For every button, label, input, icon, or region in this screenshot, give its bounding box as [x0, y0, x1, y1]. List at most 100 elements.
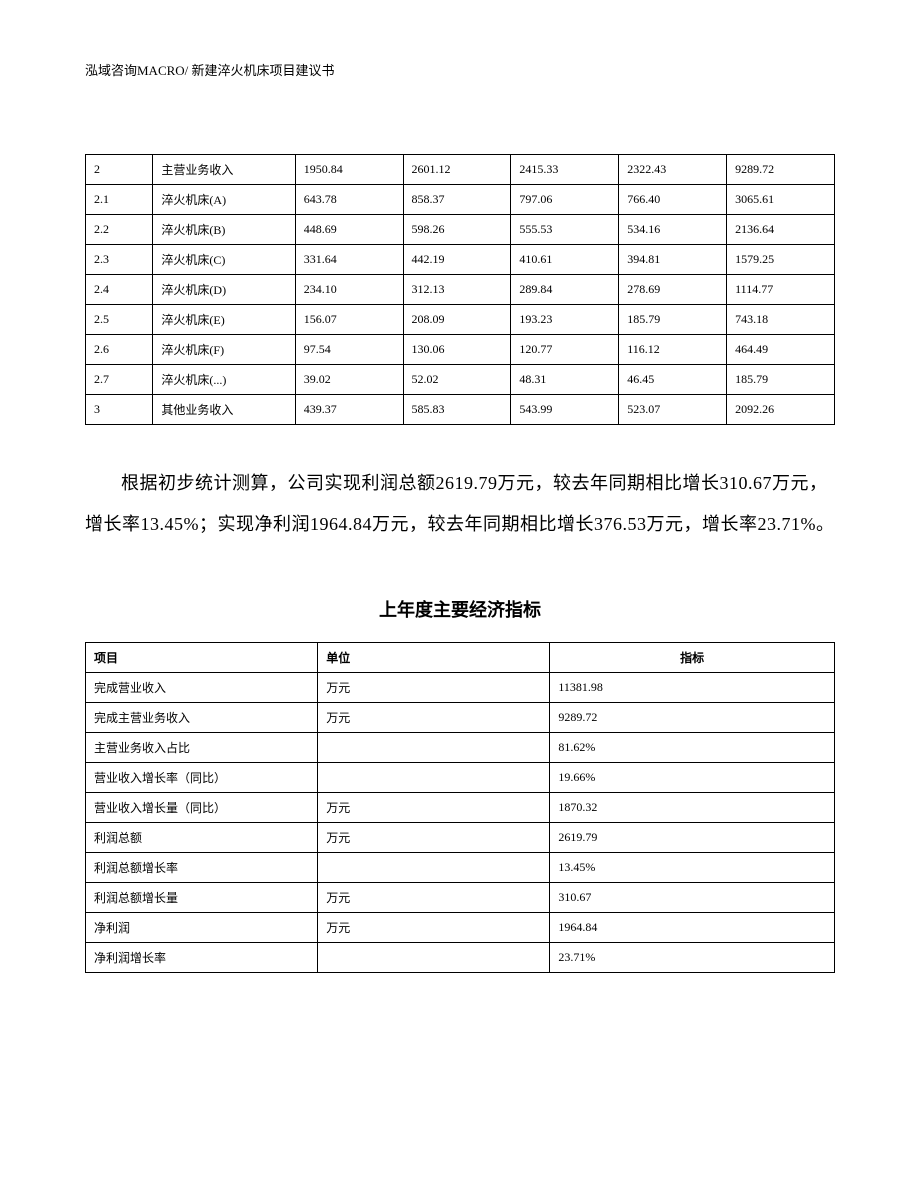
table-cell: 淬火机床(...)	[153, 365, 295, 395]
table-cell: 120.77	[511, 335, 619, 365]
table-row: 2.6 淬火机床(F) 97.54 130.06 120.77 116.12 4…	[86, 335, 835, 365]
table-cell: 289.84	[511, 275, 619, 305]
table-cell: 9289.72	[727, 155, 835, 185]
table-cell: 585.83	[403, 395, 511, 425]
table-cell	[318, 762, 550, 792]
table-cell: 766.40	[619, 185, 727, 215]
table-cell	[318, 942, 550, 972]
table-cell: 312.13	[403, 275, 511, 305]
table-cell: 598.26	[403, 215, 511, 245]
table-cell: 2	[86, 155, 153, 185]
table-cell: 1964.84	[550, 912, 835, 942]
table-cell: 9289.72	[550, 702, 835, 732]
table-cell: 万元	[318, 672, 550, 702]
table-cell: 543.99	[511, 395, 619, 425]
table-cell: 278.69	[619, 275, 727, 305]
table-row: 完成营业收入 万元 11381.98	[86, 672, 835, 702]
table-cell: 2.7	[86, 365, 153, 395]
table-cell: 主营业务收入	[153, 155, 295, 185]
table-cell: 208.09	[403, 305, 511, 335]
table-cell: 185.79	[727, 365, 835, 395]
table-cell: 2092.26	[727, 395, 835, 425]
table-row: 3 其他业务收入 439.37 585.83 543.99 523.07 209…	[86, 395, 835, 425]
table-cell: 1950.84	[295, 155, 403, 185]
table-row: 2.5 淬火机床(E) 156.07 208.09 193.23 185.79 …	[86, 305, 835, 335]
table-cell: 19.66%	[550, 762, 835, 792]
table-row: 主营业务收入占比 81.62%	[86, 732, 835, 762]
table-cell: 营业收入增长率（同比）	[86, 762, 318, 792]
table-cell: 2136.64	[727, 215, 835, 245]
table-cell: 11381.98	[550, 672, 835, 702]
page-header: 泓域咨询MACRO/ 新建淬火机床项目建议书	[85, 60, 835, 79]
table-cell: 331.64	[295, 245, 403, 275]
table-cell: 1114.77	[727, 275, 835, 305]
revenue-breakdown-table: 2 主营业务收入 1950.84 2601.12 2415.33 2322.43…	[85, 154, 835, 425]
table-cell: 97.54	[295, 335, 403, 365]
table-cell: 48.31	[511, 365, 619, 395]
table-header: 项目	[86, 642, 318, 672]
table-cell: 2415.33	[511, 155, 619, 185]
table-cell: 2.6	[86, 335, 153, 365]
table-cell: 万元	[318, 912, 550, 942]
table-cell: 2.3	[86, 245, 153, 275]
table-cell: 116.12	[619, 335, 727, 365]
table-cell: 3065.61	[727, 185, 835, 215]
table-cell: 130.06	[403, 335, 511, 365]
table-cell: 3	[86, 395, 153, 425]
table-row: 2.4 淬火机床(D) 234.10 312.13 289.84 278.69 …	[86, 275, 835, 305]
header-text: 泓域咨询MACRO/ 新建淬火机床项目建议书	[85, 63, 335, 78]
table-row: 净利润 万元 1964.84	[86, 912, 835, 942]
table-cell: 858.37	[403, 185, 511, 215]
table-row: 2.7 淬火机床(...) 39.02 52.02 48.31 46.45 18…	[86, 365, 835, 395]
table-cell: 39.02	[295, 365, 403, 395]
table-cell: 394.81	[619, 245, 727, 275]
table-cell: 523.07	[619, 395, 727, 425]
table-cell: 2.5	[86, 305, 153, 335]
table-cell: 81.62%	[550, 732, 835, 762]
table-row: 营业收入增长率（同比） 19.66%	[86, 762, 835, 792]
table-cell: 2619.79	[550, 822, 835, 852]
table-cell: 534.16	[619, 215, 727, 245]
table-cell: 156.07	[295, 305, 403, 335]
table-row: 利润总额增长率 13.45%	[86, 852, 835, 882]
table-cell: 完成营业收入	[86, 672, 318, 702]
table-cell: 万元	[318, 702, 550, 732]
table-cell: 淬火机床(A)	[153, 185, 295, 215]
table-cell: 743.18	[727, 305, 835, 335]
table-cell: 营业收入增长量（同比）	[86, 792, 318, 822]
table-cell: 185.79	[619, 305, 727, 335]
table-cell: 2.1	[86, 185, 153, 215]
table-cell: 万元	[318, 792, 550, 822]
table-cell: 52.02	[403, 365, 511, 395]
table-cell: 410.61	[511, 245, 619, 275]
table-cell: 淬火机床(B)	[153, 215, 295, 245]
table-cell: 其他业务收入	[153, 395, 295, 425]
table-row: 2 主营业务收入 1950.84 2601.12 2415.33 2322.43…	[86, 155, 835, 185]
table-cell: 442.19	[403, 245, 511, 275]
table-cell: 万元	[318, 882, 550, 912]
table-cell: 淬火机床(C)	[153, 245, 295, 275]
table-row: 利润总额 万元 2619.79	[86, 822, 835, 852]
table-cell: 利润总额增长率	[86, 852, 318, 882]
economic-indicators-table: 项目 单位 指标 完成营业收入 万元 11381.98 完成主营业务收入 万元 …	[85, 642, 835, 973]
table-row: 2.3 淬火机床(C) 331.64 442.19 410.61 394.81 …	[86, 245, 835, 275]
table-cell: 完成主营业务收入	[86, 702, 318, 732]
section-title: 上年度主要经济指标	[85, 596, 835, 622]
table-header: 指标	[550, 642, 835, 672]
table-cell: 万元	[318, 822, 550, 852]
table-cell: 2.2	[86, 215, 153, 245]
table-row: 营业收入增长量（同比） 万元 1870.32	[86, 792, 835, 822]
table-cell: 46.45	[619, 365, 727, 395]
table-cell: 利润总额	[86, 822, 318, 852]
table-row: 利润总额增长量 万元 310.67	[86, 882, 835, 912]
table-cell: 13.45%	[550, 852, 835, 882]
table-cell: 2322.43	[619, 155, 727, 185]
table-cell: 643.78	[295, 185, 403, 215]
table-cell: 310.67	[550, 882, 835, 912]
table-cell: 淬火机床(F)	[153, 335, 295, 365]
table-cell: 淬火机床(E)	[153, 305, 295, 335]
table-cell: 193.23	[511, 305, 619, 335]
table-row: 2.1 淬火机床(A) 643.78 858.37 797.06 766.40 …	[86, 185, 835, 215]
table-cell: 448.69	[295, 215, 403, 245]
table-cell	[318, 732, 550, 762]
